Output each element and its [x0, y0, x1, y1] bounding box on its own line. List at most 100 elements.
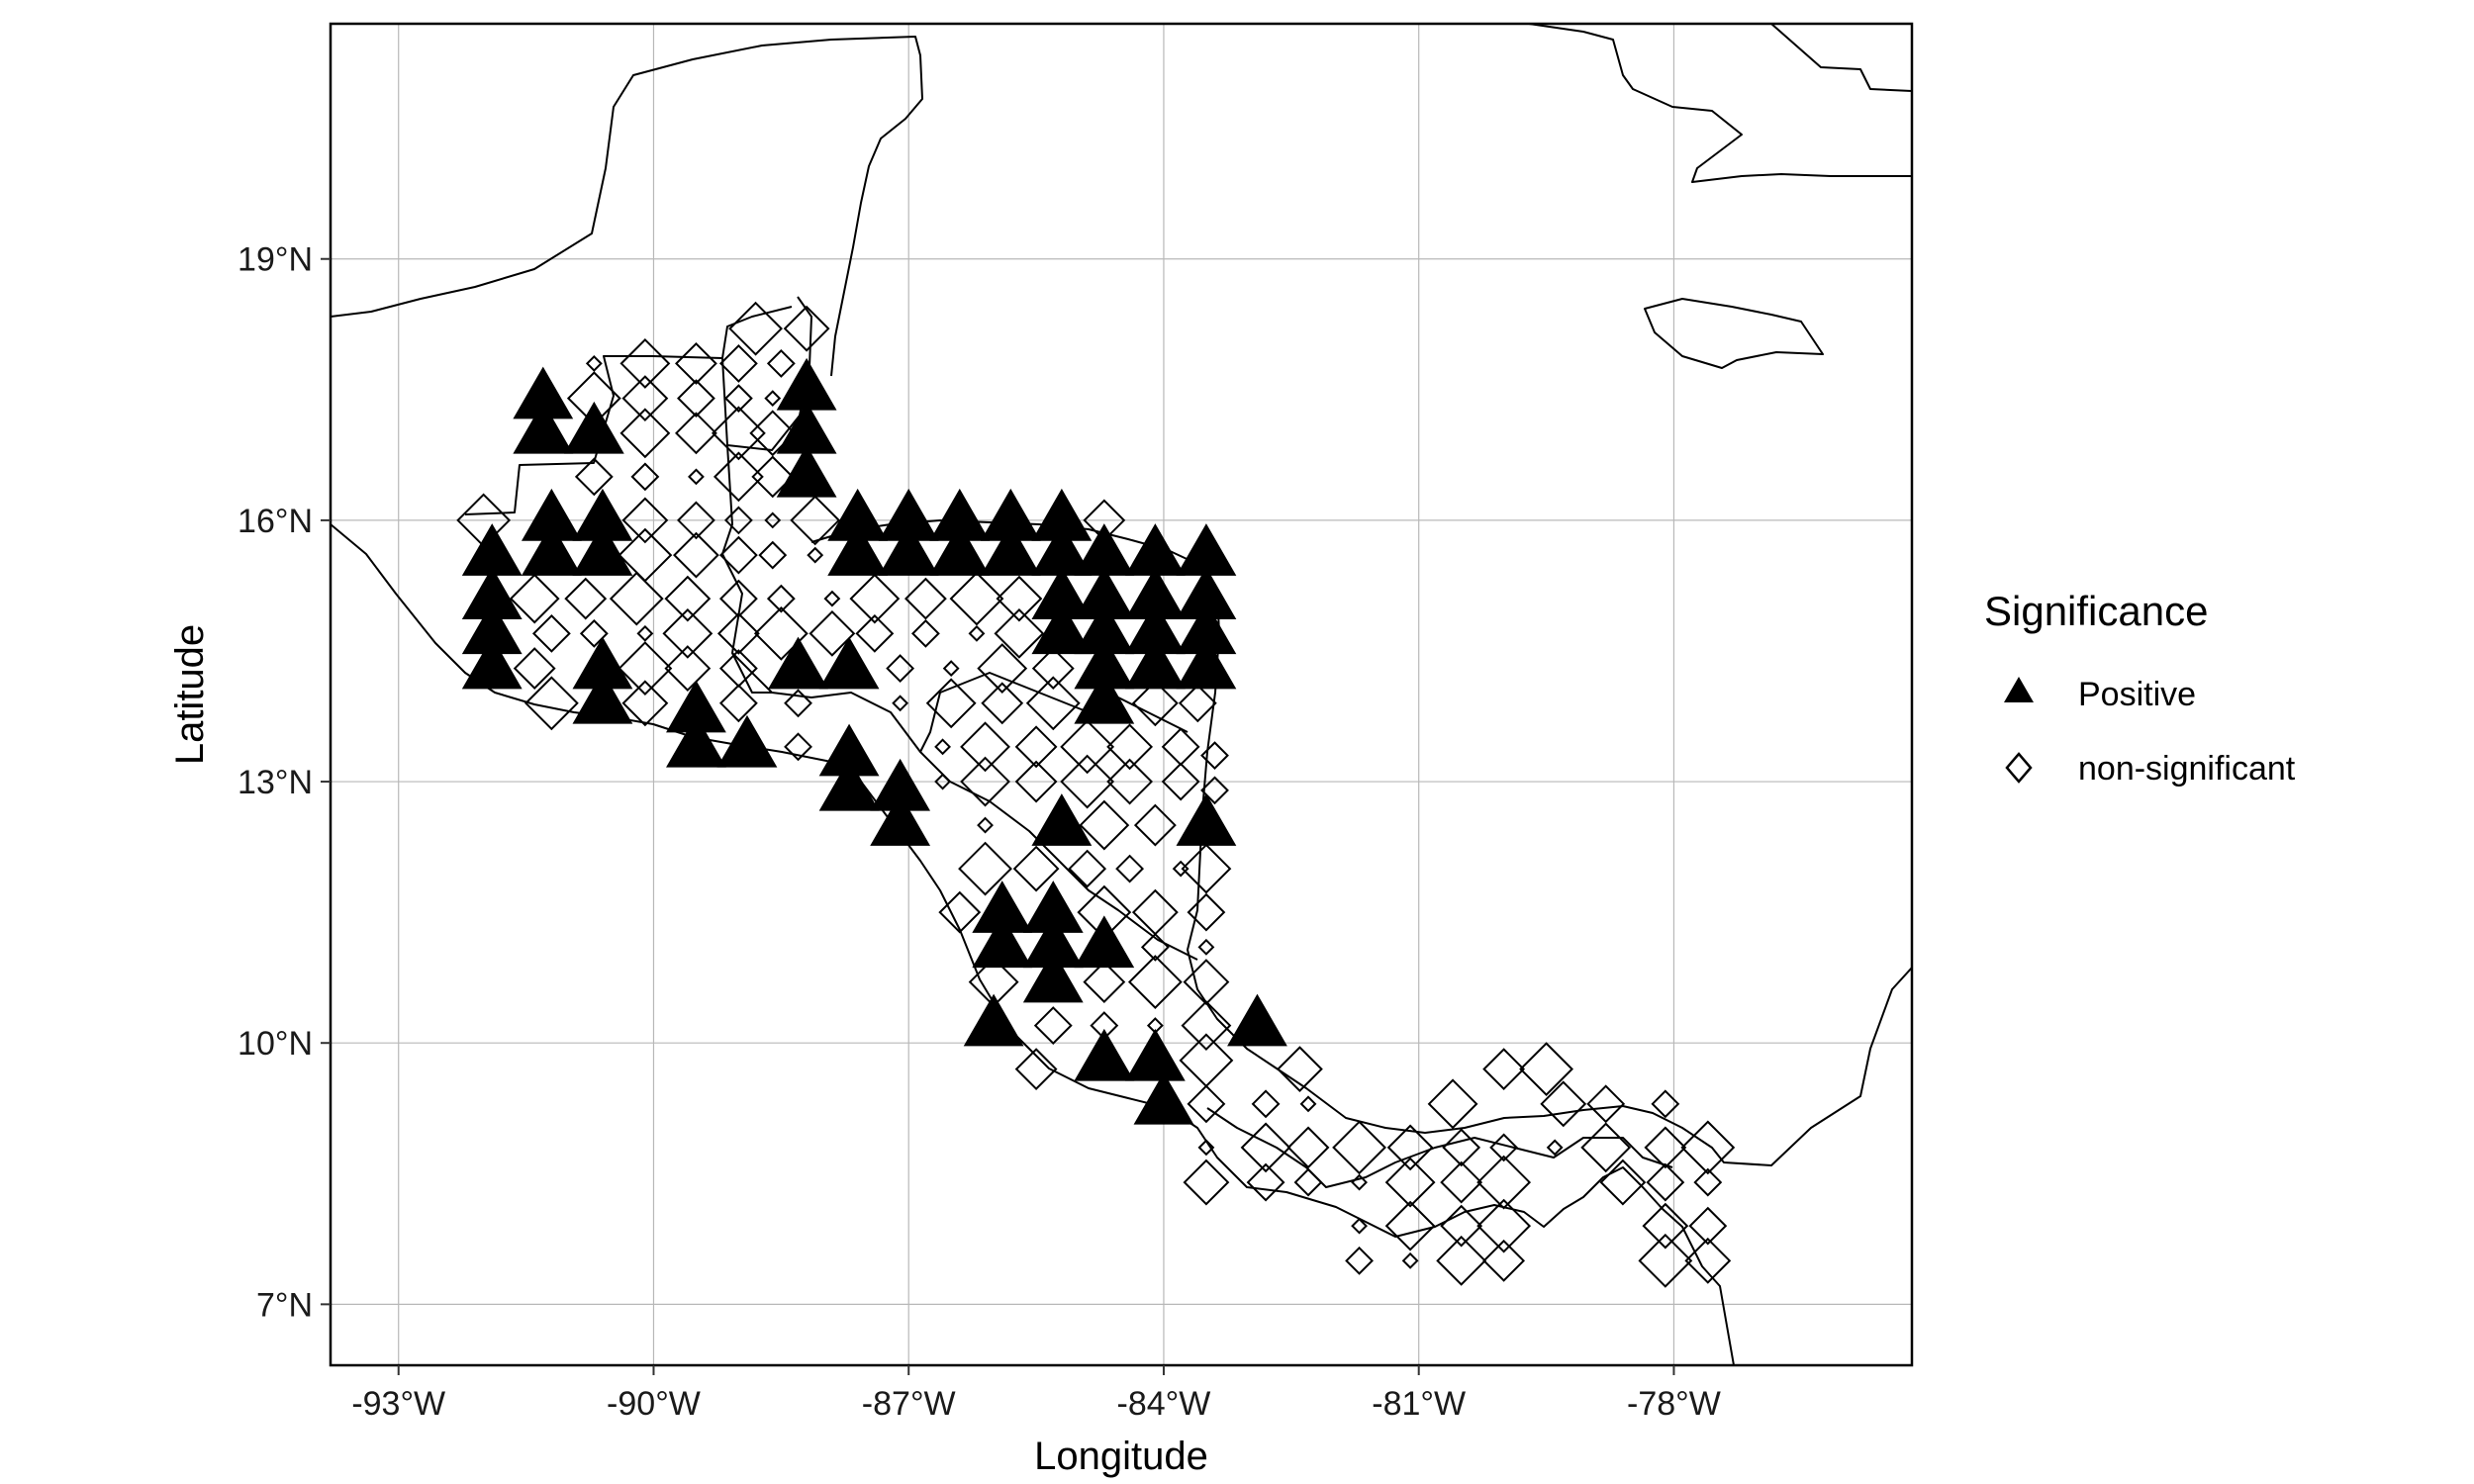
positive-point [929, 523, 991, 576]
non-significant-point [1197, 1139, 1215, 1157]
non-significant-point [636, 624, 654, 642]
non-significant-point [1436, 1235, 1487, 1286]
non-significant-point [1106, 758, 1154, 805]
y-axis: 7°N 10°N 13°N 16°N 19°N [238, 241, 331, 1324]
non-significant-point [1200, 741, 1229, 771]
positive-point [1031, 793, 1093, 846]
non-significant-point [949, 571, 1004, 626]
non-significant-point [1351, 1217, 1368, 1235]
non-significant-point [1688, 1206, 1728, 1246]
positive-point [963, 993, 1024, 1047]
legend-label-positive: Positive [2078, 676, 2196, 713]
non-significant-point [1183, 959, 1230, 1005]
positive-point [980, 488, 1041, 541]
non-significant-point [1651, 1089, 1680, 1119]
non-significant-point [662, 607, 714, 659]
positive-point [1133, 1071, 1194, 1125]
positive-point [870, 758, 931, 811]
non-significant-point [934, 773, 951, 790]
non-significant-point [764, 511, 782, 529]
non-significant-point [994, 607, 1045, 659]
non-significant-point [1246, 1162, 1285, 1202]
non-significant-point [749, 410, 797, 457]
non-significant-point [758, 540, 788, 570]
non-significant-point [677, 501, 715, 540]
positive-point [1227, 993, 1287, 1047]
non-significant-point [1345, 1246, 1374, 1275]
positive-point [1031, 488, 1093, 541]
legend-triangle-icon [2004, 677, 2034, 702]
x-axis-title: Longitude [1034, 1435, 1208, 1478]
legend-entry-positive: Positive [2004, 676, 2196, 713]
positive-point [1124, 1028, 1186, 1081]
non-significant-point [1277, 1046, 1323, 1093]
positive-point [513, 401, 574, 454]
non-significant-point [566, 371, 621, 426]
non-significant-point [513, 647, 556, 690]
positive-point [521, 523, 582, 576]
positive-point [716, 714, 778, 768]
non-significant-point [1693, 1167, 1723, 1197]
positive-point [1176, 793, 1237, 846]
non-significant-point [564, 577, 608, 620]
positive-point [1176, 636, 1237, 690]
non-significant-point [1476, 1155, 1532, 1210]
non-significant-point [1025, 676, 1081, 731]
non-significant-point [1251, 1089, 1281, 1119]
positive-point [572, 523, 633, 576]
non-significant-point [1684, 1237, 1732, 1284]
non-significant-point [934, 738, 951, 756]
non-significant-point [1599, 1159, 1647, 1206]
positive-point [461, 567, 523, 619]
non-significant-point [1286, 1126, 1330, 1169]
non-significant-point [619, 337, 671, 389]
positive-point [1074, 1028, 1135, 1081]
non-significant-point [1033, 1006, 1073, 1046]
non-significant-point [675, 412, 717, 455]
positive-point [666, 714, 726, 768]
positive-point [1124, 523, 1186, 576]
coastline-cuba-east [1770, 24, 1912, 92]
positive-point [1074, 523, 1135, 576]
legend-diamond-icon [2005, 752, 2033, 784]
positive-point [818, 636, 880, 690]
non-significant-point [1332, 1120, 1386, 1175]
positive-point [1074, 567, 1135, 619]
non-significant-point [977, 643, 1028, 694]
y-tick-label: 7°N [256, 1286, 313, 1324]
positive-point [1074, 915, 1135, 969]
non-significant-point [1161, 762, 1200, 801]
non-significant-point [713, 451, 764, 503]
non-significant-point [456, 493, 512, 548]
positive-point [1124, 567, 1186, 619]
non-significant-point [1083, 499, 1126, 542]
non-significant-point [1384, 1200, 1436, 1252]
non-significant-point [718, 535, 758, 575]
non-significant-point [977, 816, 994, 834]
positive-point [818, 723, 880, 777]
non-significant-point [1638, 1233, 1693, 1288]
non-significant-point [784, 732, 812, 762]
coastline-mexico-yucatan [331, 36, 923, 377]
non-significant-point [1187, 892, 1226, 932]
non-significant-point [509, 573, 560, 624]
positive-point [776, 401, 837, 454]
non-significant-point [1680, 1120, 1736, 1175]
non-significant-point [630, 462, 660, 492]
x-tick-label: -78°W [1627, 1385, 1721, 1423]
border-nicaragua [919, 751, 1198, 961]
non-significant-point [1240, 1122, 1291, 1173]
positive-point [1031, 567, 1093, 619]
non-significant-point [1489, 1133, 1519, 1162]
x-tick-label: -81°W [1372, 1385, 1466, 1423]
non-significant-point [1482, 1239, 1526, 1282]
non-significant-point [784, 689, 812, 718]
non-significant-point [1183, 1159, 1230, 1206]
non-significant-point [1476, 1198, 1532, 1253]
non-significant-point [1442, 1128, 1481, 1167]
non-significant-point [925, 678, 977, 729]
non-significant-point [1181, 843, 1232, 894]
non-significant-point [723, 506, 753, 535]
non-significant-point [1178, 684, 1217, 723]
non-significant-point [942, 660, 960, 677]
